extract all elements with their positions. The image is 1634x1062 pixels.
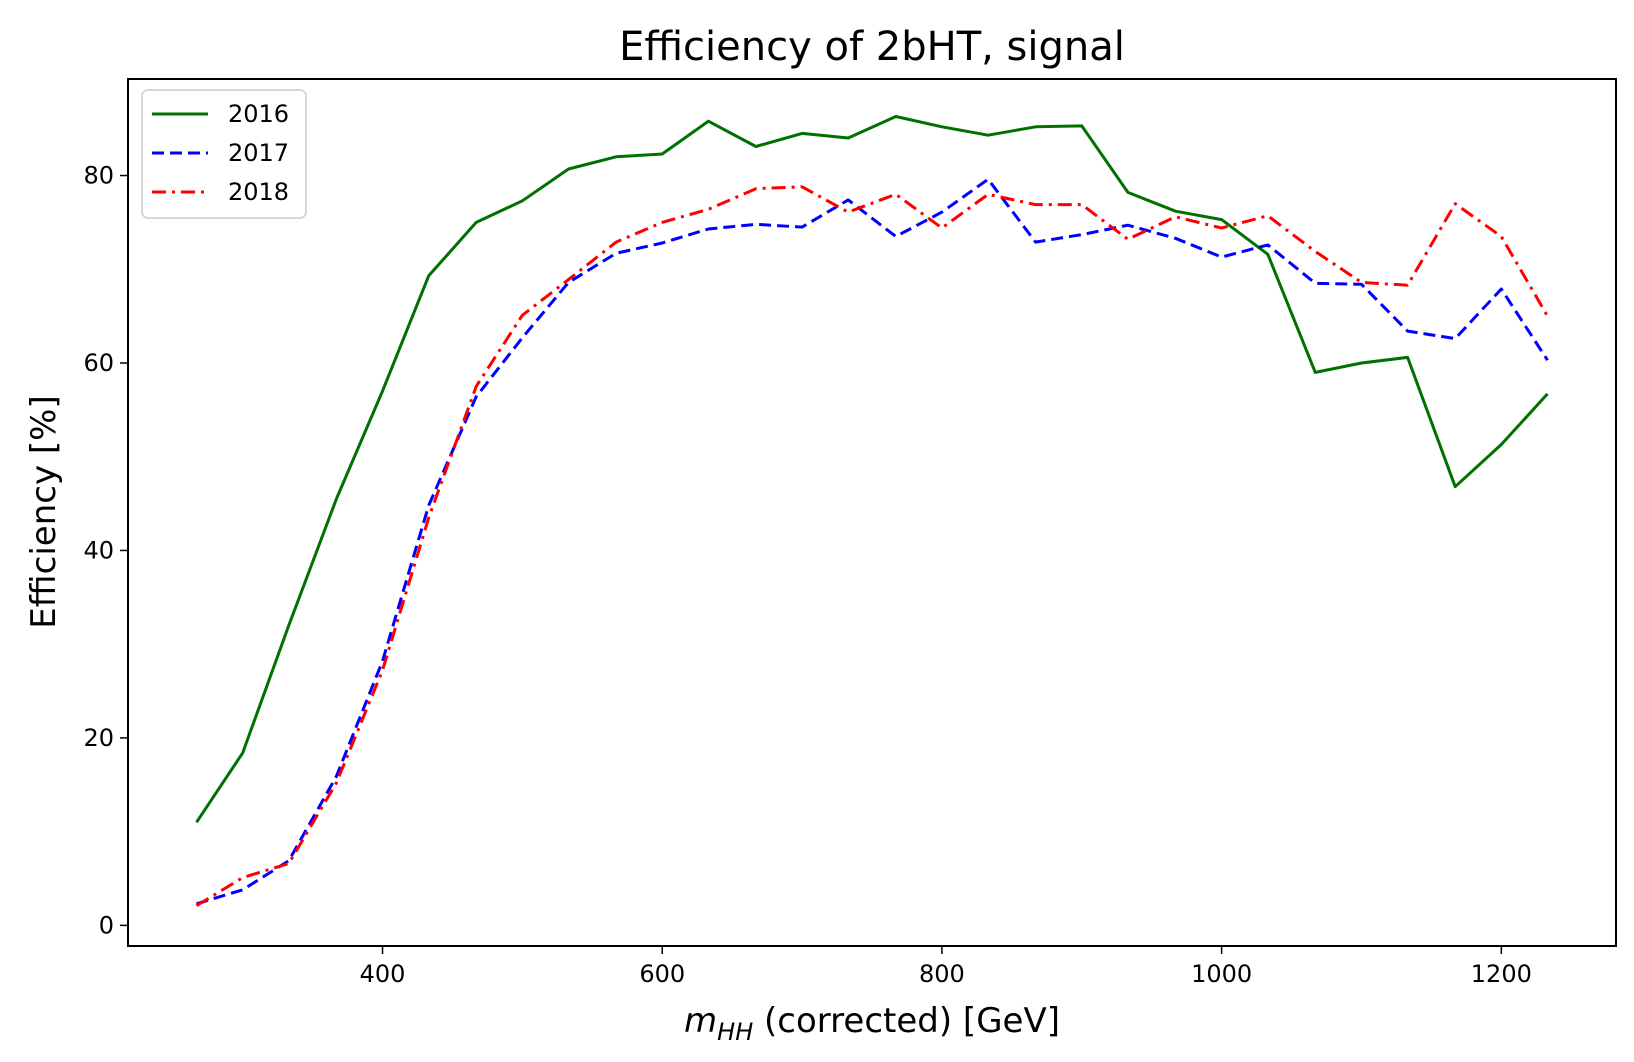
legend: 2016 2017 2018: [141, 89, 307, 219]
legend-label-2016: 2016: [228, 100, 289, 128]
series-line-2018: [195, 185, 1549, 907]
series-line-2016: [195, 115, 1549, 824]
legend-label-2018: 2018: [228, 178, 289, 206]
x-tick-label: 1000: [1191, 960, 1252, 988]
y-tick-label: 80: [83, 162, 114, 190]
plot-frame: [127, 78, 1617, 947]
x-axis-label-subscript: HH: [717, 1018, 753, 1046]
x-tick-label: 600: [639, 960, 685, 988]
y-tick-label: 20: [83, 724, 114, 752]
x-axis-label-symbol: m: [684, 1001, 717, 1041]
y-tick-label: 60: [83, 349, 114, 377]
x-axis-ticks: 400 600 800 1000 1200: [360, 946, 1532, 988]
x-axis-label-text: (corrected) [GeV]: [753, 1001, 1060, 1041]
legend-label-2017: 2017: [228, 139, 289, 167]
series-lines: [195, 115, 1549, 907]
y-tick-label: 40: [83, 536, 114, 564]
chart-title: Efficiency of 2bHT, signal: [619, 24, 1125, 70]
y-tick-label: 0: [99, 911, 114, 939]
x-tick-label: 400: [360, 960, 406, 988]
y-axis-label: Efficiency [%]: [24, 395, 64, 628]
series-line-2017: [196, 177, 1549, 906]
y-axis-ticks: 0 20 40 60 80: [83, 162, 128, 939]
x-tick-label: 1200: [1471, 960, 1532, 988]
x-axis-label: mHH (corrected) [GeV]: [684, 1001, 1060, 1046]
legend-box: [141, 89, 307, 219]
x-tick-label: 800: [919, 960, 965, 988]
plot-area: 400 600 800 1000 1200 0 20 40 60 80: [83, 78, 1617, 988]
